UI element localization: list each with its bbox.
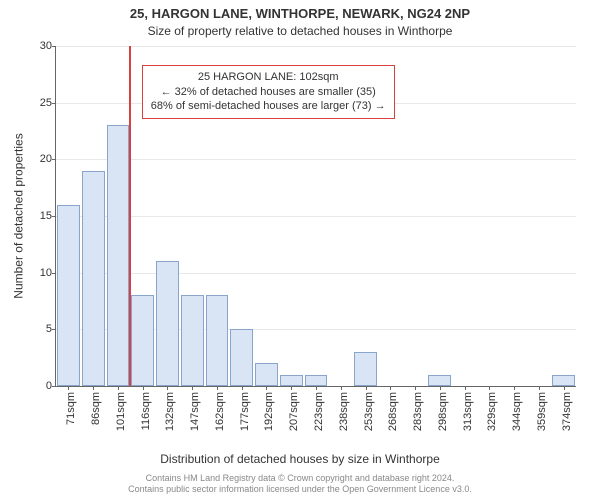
y-tick-mark bbox=[52, 159, 56, 160]
bar bbox=[230, 329, 253, 386]
x-tick-mark bbox=[68, 386, 69, 390]
x-tick-label: 101sqm bbox=[115, 392, 127, 431]
footer-attribution: Contains HM Land Registry data © Crown c… bbox=[0, 473, 600, 496]
x-tick-mark bbox=[366, 386, 367, 390]
x-tick-mark bbox=[465, 386, 466, 390]
bar bbox=[280, 375, 303, 386]
x-tick-label: 344sqm bbox=[511, 392, 523, 431]
annotation-line: 68% of semi-detached houses are larger (… bbox=[151, 99, 386, 114]
annotation-box: 25 HARGON LANE: 102sqm← 32% of detached … bbox=[142, 65, 395, 120]
x-tick-mark bbox=[93, 386, 94, 390]
y-tick-label: 30 bbox=[40, 40, 52, 52]
x-tick-mark bbox=[266, 386, 267, 390]
footer-line: Contains public sector information licen… bbox=[0, 484, 600, 496]
x-tick-label: 268sqm bbox=[387, 392, 399, 431]
y-tick-mark bbox=[52, 386, 56, 387]
x-tick-mark bbox=[143, 386, 144, 390]
grid-line bbox=[56, 273, 576, 274]
x-tick-mark bbox=[217, 386, 218, 390]
x-tick-label: 207sqm bbox=[288, 392, 300, 431]
x-tick-mark bbox=[316, 386, 317, 390]
subject-marker-line bbox=[129, 46, 131, 386]
bar bbox=[57, 205, 80, 386]
x-tick-label: 374sqm bbox=[561, 392, 573, 431]
y-tick-label: 0 bbox=[46, 380, 52, 392]
bar bbox=[305, 375, 328, 386]
y-tick-mark bbox=[52, 329, 56, 330]
property-size-chart: 25, HARGON LANE, WINTHORPE, NEWARK, NG24… bbox=[0, 0, 600, 500]
x-tick-mark bbox=[489, 386, 490, 390]
x-tick-label: 329sqm bbox=[486, 392, 498, 431]
y-tick-mark bbox=[52, 273, 56, 274]
x-tick-label: 147sqm bbox=[189, 392, 201, 431]
footer-line: Contains HM Land Registry data © Crown c… bbox=[0, 473, 600, 485]
bar bbox=[354, 352, 377, 386]
x-tick-mark bbox=[440, 386, 441, 390]
x-axis-label: Distribution of detached houses by size … bbox=[0, 452, 600, 466]
annotation-line: ← 32% of detached houses are smaller (35… bbox=[151, 85, 386, 100]
x-tick-label: 238sqm bbox=[338, 392, 350, 431]
x-tick-label: 177sqm bbox=[239, 392, 251, 431]
grid-line bbox=[56, 46, 576, 47]
x-tick-label: 116sqm bbox=[140, 392, 152, 430]
x-tick-label: 359sqm bbox=[536, 392, 548, 431]
grid-line bbox=[56, 216, 576, 217]
plot-area: 05101520253071sqm86sqm101sqm116sqm132sqm… bbox=[55, 46, 576, 387]
bar bbox=[255, 363, 278, 386]
x-tick-mark bbox=[291, 386, 292, 390]
bar bbox=[181, 295, 204, 386]
x-tick-label: 162sqm bbox=[214, 392, 226, 431]
y-tick-mark bbox=[52, 216, 56, 217]
x-tick-mark bbox=[415, 386, 416, 390]
y-tick-label: 25 bbox=[40, 97, 52, 109]
chart-subtitle: Size of property relative to detached ho… bbox=[0, 24, 600, 38]
x-tick-label: 192sqm bbox=[263, 392, 275, 431]
annotation-line: 25 HARGON LANE: 102sqm bbox=[151, 70, 386, 85]
x-tick-mark bbox=[564, 386, 565, 390]
x-tick-mark bbox=[167, 386, 168, 390]
x-tick-mark bbox=[514, 386, 515, 390]
y-tick-mark bbox=[52, 46, 56, 47]
x-tick-label: 223sqm bbox=[313, 392, 325, 431]
grid-line bbox=[56, 159, 576, 160]
x-tick-label: 283sqm bbox=[412, 392, 424, 431]
y-tick-label: 10 bbox=[40, 267, 52, 279]
x-tick-label: 313sqm bbox=[462, 392, 474, 431]
bar bbox=[552, 375, 575, 386]
bar bbox=[107, 125, 130, 386]
y-tick-label: 15 bbox=[40, 210, 52, 222]
bar bbox=[428, 375, 451, 386]
x-tick-label: 132sqm bbox=[164, 392, 176, 431]
y-tick-label: 20 bbox=[40, 153, 52, 165]
bar bbox=[206, 295, 229, 386]
y-axis-label: Number of detached properties bbox=[12, 46, 26, 386]
x-tick-label: 253sqm bbox=[363, 392, 375, 431]
x-tick-mark bbox=[390, 386, 391, 390]
chart-title: 25, HARGON LANE, WINTHORPE, NEWARK, NG24… bbox=[0, 6, 600, 21]
x-tick-mark bbox=[539, 386, 540, 390]
x-tick-label: 71sqm bbox=[65, 392, 77, 425]
y-tick-label: 5 bbox=[46, 323, 52, 335]
x-tick-mark bbox=[341, 386, 342, 390]
bar bbox=[131, 295, 154, 386]
y-tick-mark bbox=[52, 103, 56, 104]
x-tick-label: 86sqm bbox=[90, 392, 102, 425]
bar bbox=[82, 171, 105, 386]
x-tick-label: 298sqm bbox=[437, 392, 449, 431]
x-tick-mark bbox=[192, 386, 193, 390]
bar bbox=[156, 261, 179, 386]
x-tick-mark bbox=[242, 386, 243, 390]
x-tick-mark bbox=[118, 386, 119, 390]
